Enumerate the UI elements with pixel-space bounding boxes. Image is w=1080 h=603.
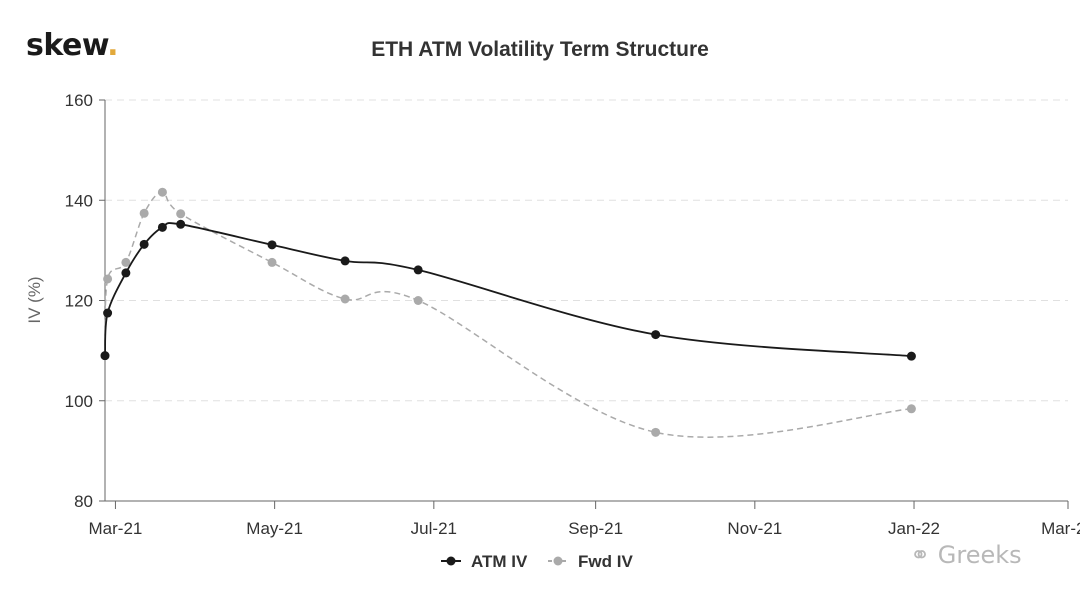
x-tick-label: Sep-21 xyxy=(568,519,623,538)
fwd-iv-point xyxy=(413,296,423,305)
chart-title: ETH ATM Volatility Term Structure xyxy=(371,38,709,61)
y-tick-label: 140 xyxy=(65,191,93,210)
logo-text: skew xyxy=(26,28,108,63)
x-tick-label: May-21 xyxy=(246,519,303,538)
y-tick-labels: 80 100 120 140 160 xyxy=(65,91,93,511)
fwd-iv-point xyxy=(103,274,113,284)
x-tick-label: Jan-22 xyxy=(888,519,940,538)
fwd-iv-point xyxy=(340,294,350,304)
x-tick-label: Jul-21 xyxy=(411,519,457,538)
y-tick-label: 100 xyxy=(65,392,93,411)
atm-iv-point xyxy=(100,351,110,361)
x-tick-label: Mar-22 xyxy=(1041,519,1080,538)
legend-atm-iv-marker xyxy=(446,556,456,566)
atm-iv-point xyxy=(176,219,186,229)
atm-iv-point xyxy=(413,265,423,275)
x-tick-label: Nov-21 xyxy=(727,519,782,538)
atm-iv-point xyxy=(157,222,167,232)
axes xyxy=(99,99,1069,509)
legend-fwd-iv-marker xyxy=(553,556,563,566)
grid-lines xyxy=(105,99,1068,402)
y-tick-label: 120 xyxy=(65,292,93,311)
fwd-iv-point xyxy=(121,257,131,267)
y-axis-label: IV (%) xyxy=(25,276,44,323)
greeks-watermark: ⚭ Greeks xyxy=(910,541,1022,569)
atm-iv-point xyxy=(340,256,350,266)
atm-iv-point xyxy=(267,240,277,250)
atm-iv-line xyxy=(104,222,912,358)
fwd-iv-point xyxy=(157,187,167,197)
atm-iv-point xyxy=(139,239,149,249)
atm-iv-point xyxy=(103,308,113,318)
fwd-iv-point xyxy=(176,209,186,219)
y-tick-label: 160 xyxy=(65,91,93,110)
legend[interactable]: ATM IV Fwd IV xyxy=(441,552,633,571)
logo-dot: . xyxy=(107,28,119,63)
legend-atm-iv-label: ATM IV xyxy=(471,552,528,571)
y-tick-label: 80 xyxy=(74,492,93,511)
fwd-iv-point xyxy=(139,208,149,218)
fwd-iv-point xyxy=(906,404,916,414)
watermark-text: Greeks xyxy=(937,541,1022,569)
atm-iv-point xyxy=(121,268,131,278)
x-tick-label: Mar-21 xyxy=(89,519,143,538)
atm-iv-point xyxy=(651,330,661,340)
legend-fwd-iv-label: Fwd IV xyxy=(578,552,633,571)
wechat-icon: ⚭ xyxy=(910,541,931,569)
atm-iv-point xyxy=(906,351,916,361)
series-group xyxy=(100,187,916,438)
skew-logo: skew. xyxy=(26,28,119,63)
x-tick-labels: Mar-21 May-21 Jul-21 Sep-21 Nov-21 Jan-22 Mar-… xyxy=(89,519,1080,538)
fwd-iv-point xyxy=(267,257,277,267)
fwd-iv-point xyxy=(651,427,661,437)
